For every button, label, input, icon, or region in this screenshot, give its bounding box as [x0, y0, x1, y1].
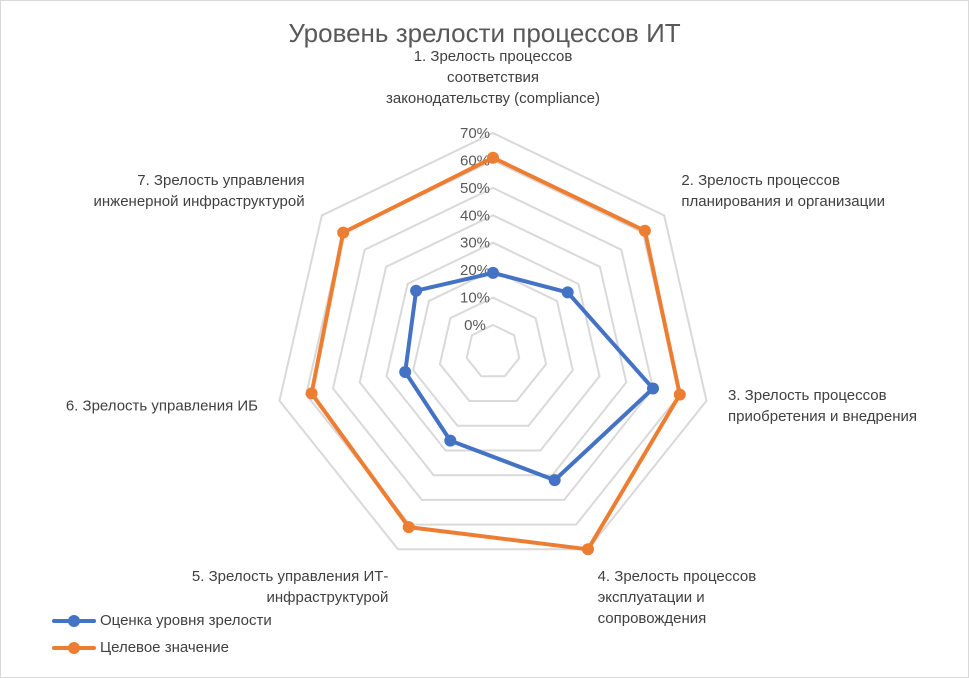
- data-point: [402, 521, 415, 534]
- data-point: [399, 366, 412, 378]
- legend-marker-icon: [52, 614, 96, 627]
- category-label-line: 3. Зрелость процессов: [728, 387, 887, 404]
- tick-label: 40%: [460, 207, 490, 224]
- tick-label: 70%: [460, 125, 490, 142]
- legend-item-assessment: Оценка уровня зрелости: [52, 607, 272, 634]
- data-point: [548, 474, 561, 487]
- radar-grid: [278, 131, 708, 551]
- category-label-line: 5. Зрелость управления ИТ-: [192, 568, 388, 585]
- data-point: [337, 226, 350, 239]
- category-label-line: 6. Зрелость управления ИБ: [66, 398, 258, 415]
- legend-label: Оценка уровня зрелости: [100, 612, 272, 629]
- series-1: [305, 151, 686, 556]
- category-label-line: законодательству (compliance): [386, 90, 600, 107]
- grid-ring: [278, 131, 708, 551]
- data-point: [582, 543, 594, 556]
- category-label-line: планирования и организации: [681, 193, 885, 210]
- grid-ring: [358, 214, 628, 477]
- grid-ring: [385, 241, 601, 452]
- data-point: [444, 434, 457, 447]
- legend-marker-icon: [52, 641, 96, 654]
- legend-label: Целевое значение: [100, 639, 230, 656]
- category-label: 7. Зрелость управления инженерной инфраст…: [94, 172, 305, 210]
- grid-ring: [438, 296, 548, 402]
- category-label: 4. Зрелость процессов эксплуатации и сопро…: [598, 568, 757, 627]
- legend-dot: [68, 641, 80, 654]
- category-label-line: 2. Зрелость процессов: [681, 172, 840, 189]
- series-0: [399, 266, 659, 487]
- series-line: [309, 155, 682, 552]
- chart-legend: Оценка уровня зрелости Целевое значение: [52, 607, 272, 661]
- tick-label: 50%: [460, 180, 490, 197]
- category-label: 1. Зрелость процессов соответствия законод…: [386, 48, 600, 107]
- series-line: [403, 270, 655, 483]
- category-labels: 1. Зрелость процессов соответствия законод…: [66, 48, 917, 627]
- legend-dot: [68, 614, 80, 627]
- radar-series: [305, 151, 686, 556]
- data-point: [638, 224, 651, 237]
- grid-ring: [412, 268, 574, 427]
- category-label: 2. Зрелость процессов планирования и орга…: [681, 172, 885, 210]
- data-point: [410, 284, 423, 297]
- tick-label: 0%: [464, 317, 486, 334]
- grid-ring: [465, 323, 521, 378]
- tick-label: 30%: [460, 235, 490, 252]
- category-label: 5. Зрелость управления ИТ-инфраструктуро…: [192, 568, 388, 606]
- category-label-line: 7. Зрелость управления: [137, 172, 304, 189]
- data-point: [487, 266, 499, 279]
- legend-item-target: Целевое значение: [52, 634, 272, 661]
- category-label-line: инженерной инфраструктурой: [94, 193, 305, 210]
- data-point: [487, 151, 499, 164]
- category-label-line: 4. Зрелость процессов: [598, 568, 757, 585]
- category-label-line: сопровождения: [598, 610, 707, 627]
- category-label: 3. Зрелость процессов приобретения и внед…: [728, 387, 917, 425]
- category-label-line: эксплуатации и: [598, 589, 705, 606]
- grid-ring: [331, 186, 655, 501]
- chart-title: Уровень зрелости процессов ИТ: [288, 18, 681, 48]
- category-label-line: приобретения и внедрения: [728, 408, 917, 425]
- data-point: [561, 286, 574, 299]
- tick-label: 10%: [460, 290, 490, 307]
- category-label-line: инфраструктурой: [266, 589, 388, 606]
- category-label-line: 1. Зрелость процессов: [414, 48, 573, 65]
- data-point: [673, 388, 686, 401]
- category-label: 6. Зрелость управления ИБ: [66, 398, 258, 415]
- data-point: [647, 382, 659, 395]
- category-label-line: соответствия: [447, 69, 539, 86]
- data-point: [305, 387, 318, 400]
